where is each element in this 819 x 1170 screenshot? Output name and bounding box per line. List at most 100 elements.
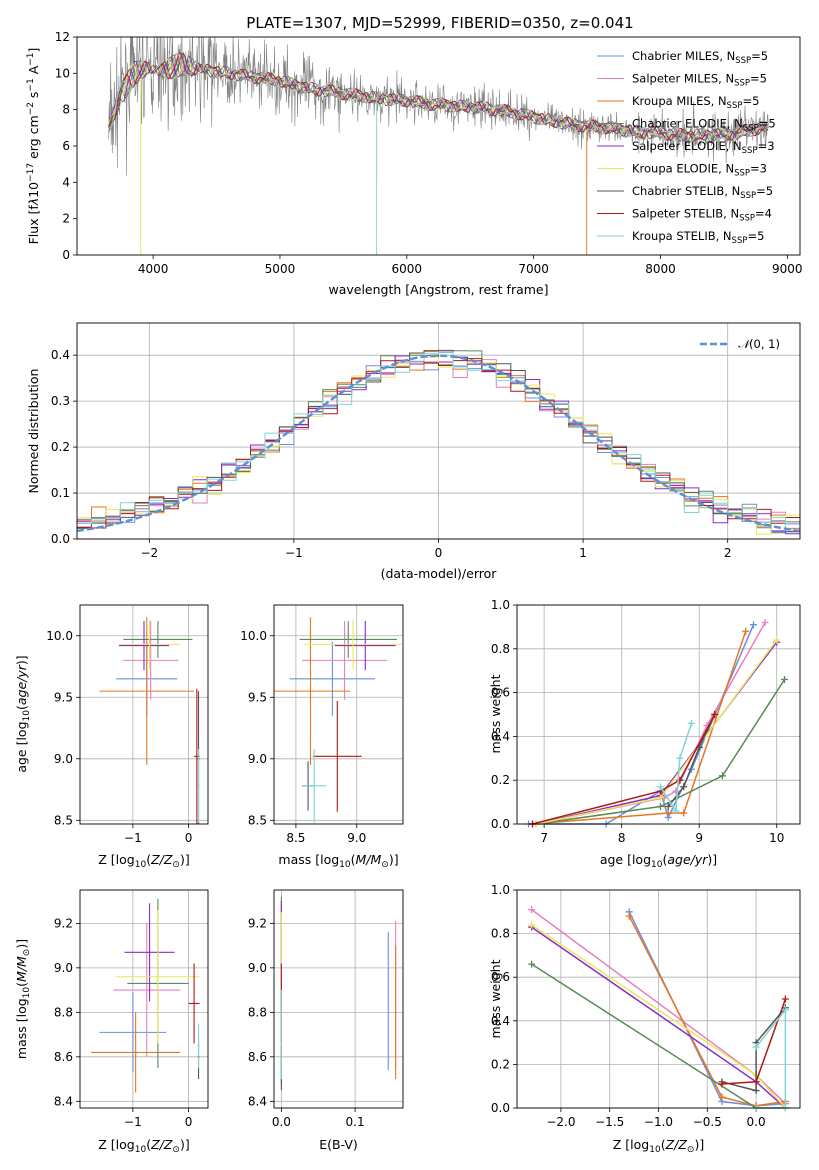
legend: Chabrier MILES, NSSP=5 Salpeter MILES, NS… — [597, 49, 776, 246]
series-line-chabrier-stelib — [667, 714, 716, 807]
axes-massweight-vs-age: 7 8 9 10 0.0 0.2 0.4 0.6 0.8 1.0 mass weight age [l… — [488, 598, 801, 870]
axes-spectrum: 4000 5000 6000 7000 8000 9000 0 2 4 6 8 10 12 wavelen… — [26, 30, 803, 297]
axes-age-vs-mass: 8.5 9.0 8.5 9.0 9.5 10.0 mass [log10(M/M⊙)] — [240, 604, 404, 870]
x-tick-label: 8.5 — [286, 831, 305, 845]
y-tick-label: 8.6 — [54, 1050, 73, 1064]
y-tick-label: 8.4 — [248, 1094, 267, 1108]
point-marker-salpeter-stelib — [752, 1078, 760, 1086]
legend-label-salpeter-miles: Salpeter MILES, NSSP=5 — [632, 72, 767, 89]
x-tick-label: 5000 — [265, 262, 296, 276]
point-marker-kroupa-miles — [742, 627, 750, 635]
point-marker-chabrier-stelib — [664, 802, 672, 810]
plot-area — [525, 619, 788, 828]
point-marker-chabrier-miles — [749, 621, 757, 629]
y-axis-label: mass weight — [488, 674, 503, 753]
legend-label-salpeter-stelib: Salpeter STELIB, NSSP=4 — [632, 207, 772, 224]
model-spectrum-kroupa-elodie — [108, 53, 769, 255]
series-line-salpeter-elodie — [536, 641, 778, 825]
point-marker-chabrier-elodie — [780, 675, 788, 683]
x-tick-label: 0 — [185, 831, 193, 845]
y-tick-label: 9.0 — [54, 752, 73, 766]
x-axis-label: Z [log10(Z/Z⊙)] — [98, 852, 189, 870]
y-tick-label: 8.6 — [248, 1050, 267, 1064]
y-tick-label: 0.8 — [491, 927, 510, 941]
axes-frame — [516, 604, 801, 825]
point-marker-kroupa-miles — [718, 1093, 726, 1101]
y-tick-label: 10.0 — [240, 629, 267, 643]
point-marker-salpeter-stelib — [781, 995, 789, 1003]
axes-frame — [516, 889, 801, 1109]
series-line-salpeter-stelib — [532, 714, 716, 825]
point-marker-salpeter-miles — [528, 906, 536, 914]
y-tick-label: 8.8 — [54, 1005, 73, 1019]
y-axis-label: age [log10(age/yr)] — [14, 655, 32, 772]
point-marker-chabrier-elodie — [656, 802, 664, 810]
point-marker-kroupa-miles — [680, 809, 688, 817]
axes-frame — [79, 604, 209, 825]
point-marker-kroupa-elodie — [656, 794, 664, 802]
y-tick-label: 0.0 — [51, 532, 70, 546]
axes-frame — [76, 36, 801, 256]
x-axis-label: wavelength [Angstrom, rest frame] — [328, 282, 548, 297]
legend-label-kroupa-stelib: Kroupa STELIB, NSSP=5 — [632, 229, 764, 246]
x-tick-label: −1.0 — [644, 1115, 673, 1129]
y-tick-label: 0.4 — [491, 1014, 510, 1028]
y-tick-label: 8.5 — [54, 813, 73, 827]
series-line-kroupa-stelib — [659, 723, 693, 814]
point-marker-kroupa-stelib — [676, 754, 684, 762]
axes-frame — [273, 889, 404, 1109]
y-tick-label: 9.0 — [248, 752, 267, 766]
axes-residuals: −2 −1 0 1 2 0.0 0.1 0.2 0.3 0.4 𝒩(0, 1) (data-model… — [26, 322, 801, 581]
x-tick-label: −2 — [140, 546, 158, 560]
plot-area — [108, 37, 769, 255]
x-axis-label: (data-model)/error — [381, 566, 498, 581]
x-tick-label: −1 — [124, 831, 142, 845]
legend-label-salpeter-elodie: Salpeter ELODIE, NSSP=3 — [632, 139, 775, 156]
y-tick-label: 8.8 — [248, 1005, 267, 1019]
y-tick-label: 9.5 — [248, 690, 267, 704]
x-axis-label: E(B-V) — [319, 1137, 358, 1152]
x-tick-label: 0.1 — [346, 1115, 365, 1129]
y-tick-label: 0 — [62, 248, 70, 262]
x-tick-label: −0.5 — [693, 1115, 722, 1129]
y-tick-label: 12 — [55, 30, 70, 44]
point-marker-chabrier-stelib — [752, 1087, 760, 1095]
point-marker-chabrier-elodie — [718, 772, 726, 780]
legend-label-kroupa-elodie: Kroupa ELODIE, NSSP=3 — [632, 162, 767, 179]
point-marker-salpeter-miles — [672, 787, 680, 795]
y-tick-label: 4 — [62, 175, 70, 189]
x-tick-label: −1.5 — [595, 1115, 624, 1129]
series-line-kroupa-miles — [532, 631, 747, 825]
y-tick-label: 8.5 — [248, 813, 267, 827]
legend-label-chabrier-stelib: Chabrier STELIB, NSSP=5 — [632, 184, 773, 201]
x-tick-label: 0 — [435, 546, 443, 560]
x-tick-label: 4000 — [138, 262, 169, 276]
plot-area — [77, 349, 800, 535]
point-marker-kroupa-stelib — [752, 1043, 760, 1051]
y-tick-label: 8.4 — [54, 1094, 73, 1108]
y-tick-label: 0.6 — [491, 970, 510, 984]
y-tick-label: 0.4 — [51, 348, 70, 362]
histogram-kroupa-elodie — [77, 353, 800, 535]
axes-frame — [76, 322, 801, 540]
y-tick-label: 9.5 — [54, 690, 73, 704]
model-spectrum-salpeter-miles — [108, 52, 769, 142]
y-tick-label: 0.4 — [491, 729, 510, 743]
y-tick-label: 10 — [55, 66, 70, 80]
point-marker-salpeter-miles — [761, 619, 769, 627]
x-tick-label: 7000 — [518, 262, 549, 276]
x-tick-label: 0.0 — [272, 1115, 291, 1129]
y-tick-label: 0.2 — [491, 1057, 510, 1071]
point-marker-kroupa-stelib — [687, 719, 695, 727]
model-spectrum-salpeter-stelib — [108, 51, 769, 142]
y-tick-label: 2 — [62, 212, 70, 226]
x-tick-label: 1 — [579, 546, 587, 560]
point-marker-kroupa-elodie — [773, 636, 781, 644]
x-tick-label: −1 — [285, 546, 303, 560]
point-marker-salpeter-stelib — [718, 1080, 726, 1088]
y-tick-label: 6 — [62, 139, 70, 153]
point-marker-kroupa-elodie — [528, 921, 536, 929]
y-tick-label: 0.0 — [491, 1101, 510, 1115]
x-tick-label: 0.0 — [747, 1115, 766, 1129]
x-axis-label: mass [log10(M/M⊙)] — [278, 852, 398, 870]
